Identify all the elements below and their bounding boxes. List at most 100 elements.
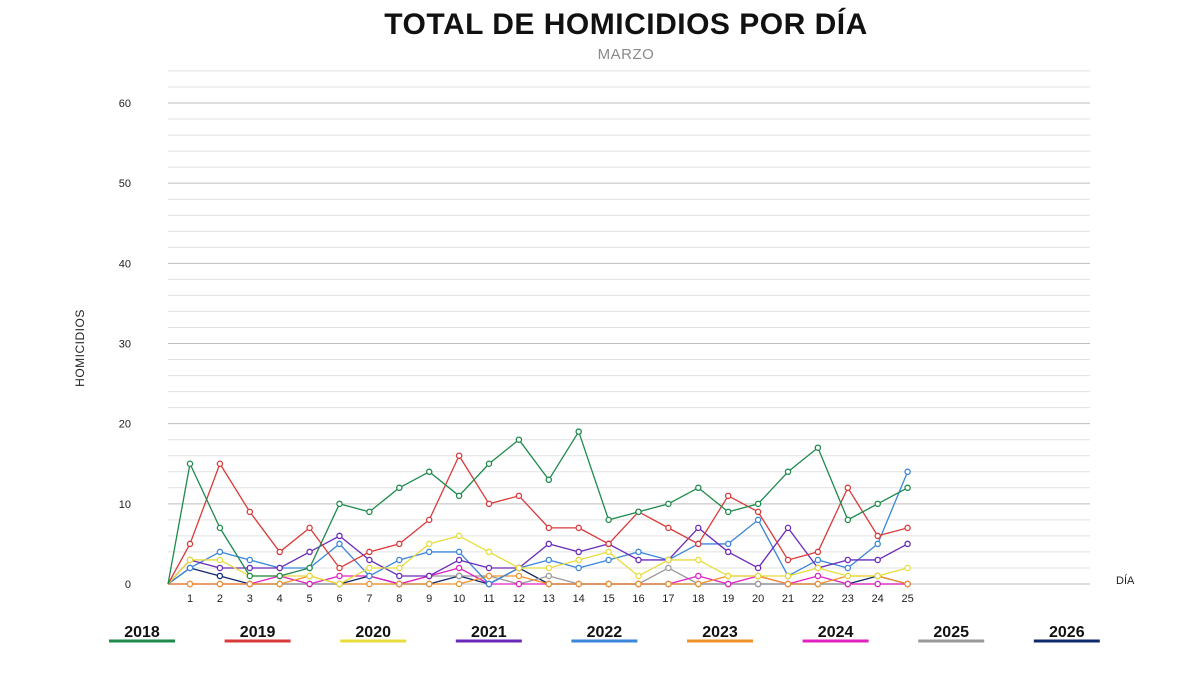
data-point (216, 580, 224, 588)
data-point (306, 524, 313, 532)
x-tick-label: 3 (247, 593, 253, 605)
y-axis-label: HOMICIDIOS (73, 309, 87, 387)
legend-label: 2024 (818, 624, 854, 641)
y-tick-label: 10 (119, 499, 131, 511)
data-point (695, 540, 702, 548)
data-point (844, 564, 852, 572)
data-point (874, 580, 881, 588)
legend-item-2023: 2023 (687, 624, 753, 643)
data-point (904, 564, 911, 572)
data-point (246, 580, 254, 588)
legend-label: 2020 (355, 624, 391, 641)
x-tick-label: 25 (901, 593, 913, 605)
series-2018 (167, 428, 911, 585)
data-point (425, 468, 433, 476)
data-point (545, 556, 553, 564)
data-point (635, 508, 642, 516)
x-tick-label: 11 (483, 593, 494, 605)
data-point (216, 564, 224, 572)
data-point (665, 564, 672, 572)
data-point (276, 548, 283, 556)
data-point (515, 564, 523, 572)
data-point (784, 580, 792, 588)
data-point (366, 580, 373, 588)
data-point (455, 556, 463, 564)
x-tick-label: 2 (217, 593, 223, 605)
data-point (545, 540, 553, 548)
y-axis-ticks: 0 10 20 30 40 50 60 (119, 98, 131, 591)
legend-label: 2025 (933, 624, 969, 641)
x-tick-label: 8 (396, 593, 402, 605)
data-point (695, 572, 702, 580)
legend-label: 2022 (587, 624, 623, 641)
data-point (874, 500, 881, 508)
x-tick-label: 15 (602, 593, 614, 605)
data-point (844, 572, 852, 580)
data-point (844, 516, 852, 524)
legend-item-2018: 2018 (109, 624, 175, 643)
x-tick-label: 1 (187, 593, 193, 605)
x-tick-label: 4 (277, 593, 283, 605)
data-point (754, 516, 762, 524)
data-point (605, 516, 612, 524)
data-point (306, 564, 313, 572)
data-point (605, 540, 612, 548)
data-point (455, 532, 463, 540)
series-line-2018 (167, 431, 908, 585)
data-point (814, 572, 822, 580)
series-line-2020 (167, 535, 908, 585)
data-point (366, 548, 373, 556)
data-point (396, 572, 403, 580)
chart-title: TOTAL DE HOMICIDIOS POR DÍA (384, 7, 868, 41)
x-tick-label: 21 (782, 593, 794, 605)
data-point (366, 572, 373, 580)
x-tick-label: 10 (453, 593, 465, 605)
data-point (844, 580, 852, 588)
data-point (575, 556, 582, 564)
series-line-2019 (167, 455, 908, 585)
x-tick-label: 14 (573, 593, 585, 605)
data-point (246, 556, 254, 564)
data-point (336, 572, 343, 580)
x-axis-ticks: 1 2 3 4 5 6 7 8 9 10 11 12 13 14 15 16 17 18 19 20 21 22 23 24 2… (187, 593, 914, 605)
data-point (784, 468, 792, 476)
data-point (186, 460, 194, 467)
series-line-2022 (167, 471, 909, 585)
data-point (695, 556, 702, 564)
data-point (425, 540, 433, 548)
y-tick-label: 0 (125, 579, 131, 591)
data-point (575, 548, 582, 556)
legend-item-2021: 2021 (455, 624, 522, 643)
data-point (276, 564, 283, 572)
data-point (695, 524, 702, 532)
y-tick-label: 60 (119, 98, 131, 110)
data-point (485, 500, 493, 508)
data-point (635, 580, 642, 588)
data-point (336, 540, 343, 548)
data-point (784, 556, 792, 564)
legend-label: 2023 (702, 624, 738, 641)
data-point (425, 572, 433, 580)
series-2019 (167, 452, 911, 585)
data-point (425, 516, 433, 524)
x-tick-label: 7 (366, 593, 372, 605)
data-point (455, 580, 463, 588)
x-tick-label: 18 (692, 593, 704, 605)
series-line-2021 (167, 527, 908, 585)
data-point (366, 564, 373, 572)
data-point (545, 524, 553, 532)
x-tick-label: 9 (426, 593, 432, 605)
x-tick-label: 20 (752, 593, 764, 605)
series-2020 (167, 532, 911, 588)
data-point (724, 508, 732, 516)
data-point (306, 572, 313, 580)
y-tick-label: 20 (119, 419, 131, 431)
data-point (246, 508, 254, 516)
data-point (695, 484, 702, 492)
y-tick-label: 50 (119, 178, 131, 190)
data-point (814, 548, 822, 556)
data-point (844, 484, 852, 492)
x-tick-label: 13 (543, 593, 555, 605)
data-point (485, 460, 493, 467)
data-point (485, 580, 493, 588)
